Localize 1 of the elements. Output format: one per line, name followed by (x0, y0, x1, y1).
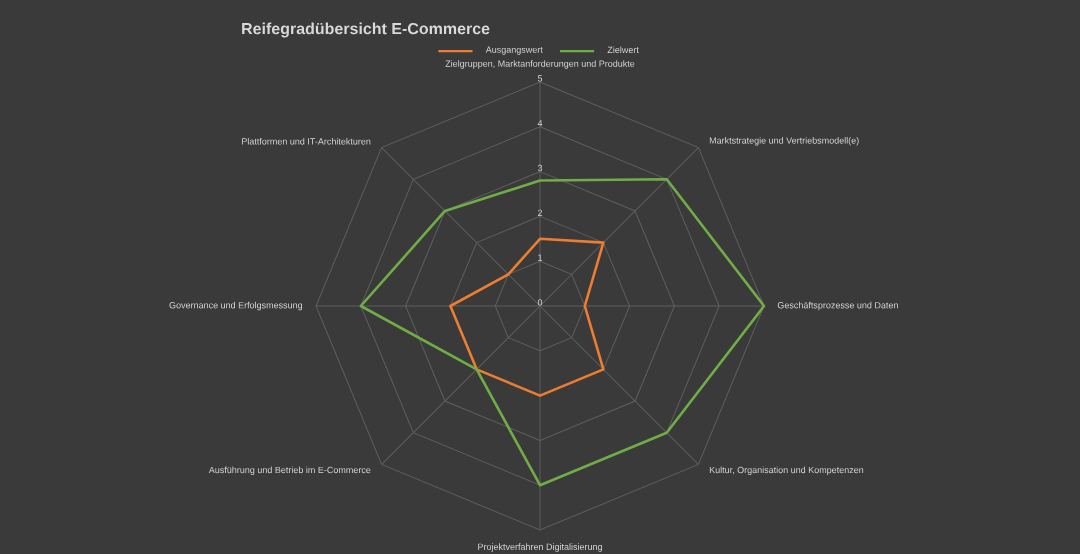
chart-title: Reifegradübersicht E-Commerce (242, 22, 490, 38)
